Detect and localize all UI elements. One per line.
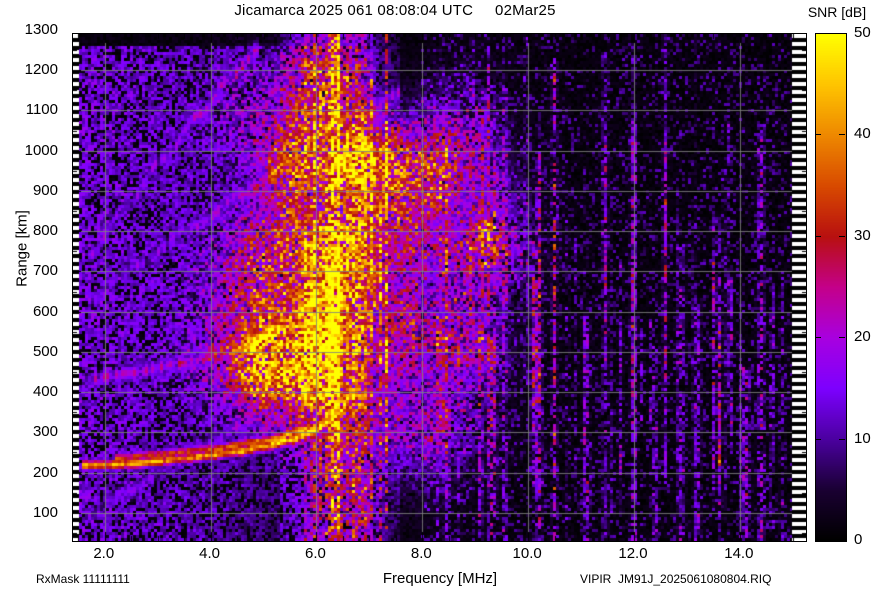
y-axis-tick-label: 500: [32, 342, 58, 360]
y-axis-tick-label: 600: [32, 302, 58, 320]
colorbar-tick-mark: [815, 337, 821, 339]
page-title: Jicamarca 2025 061 08:08:04 UTC 02Mar25: [234, 2, 556, 19]
colorbar-title: SNR [dB]: [807, 4, 867, 20]
colorbar-tick-label: 0: [854, 531, 863, 548]
colorbar-tick-label: 50: [854, 24, 871, 41]
y-axis-tick-label: 100: [32, 503, 58, 521]
colorbar-tick-mark: [839, 235, 845, 237]
x-axis-tick-label: 10.0: [512, 545, 542, 562]
y-axis-tick-label: 700: [32, 262, 58, 280]
x-axis-tick-label: 2.0: [93, 545, 115, 562]
colorbar-tick-label: 20: [854, 328, 871, 346]
y-axis-tick-label: 1000: [24, 141, 58, 159]
x-axis-tick-label: 12.0: [618, 545, 648, 562]
y-axis-tick-label: 800: [32, 222, 58, 240]
colorbar-tick-mark: [815, 438, 821, 440]
y-axis-tick-label: 300: [32, 423, 58, 441]
y-axis-tick-label: 900: [32, 181, 58, 199]
instrument-file-label: VIPIR JM91J_2025061080804.RIQ: [580, 572, 772, 586]
colorbar-gradient-canvas: [816, 34, 846, 541]
x-axis-label: Frequency [MHz]: [382, 570, 498, 587]
ionogram-heatmap-canvas: [73, 34, 806, 541]
x-axis-tick-label: 6.0: [305, 545, 326, 562]
y-axis-label: Range [km]: [13, 210, 31, 287]
x-axis-tick-label: 14.0: [724, 545, 754, 562]
colorbar-tick-label: 30: [854, 226, 871, 244]
y-axis-tick-label: 1300: [24, 20, 58, 38]
colorbar-tick-mark: [815, 134, 821, 136]
y-axis-tick-label: 1100: [25, 101, 58, 119]
x-axis-tick-label: 4.0: [199, 545, 221, 562]
y-axis-tick-label: 1200: [24, 61, 58, 79]
colorbar-tick-mark: [839, 337, 845, 339]
x-axis-tick-label: 8.0: [410, 545, 432, 562]
colorbar-tick-label: 10: [854, 429, 871, 447]
colorbar: [815, 33, 847, 542]
colorbar-tick-mark: [839, 134, 845, 136]
ionogram-plot: [72, 33, 807, 542]
colorbar-tick-mark: [815, 235, 821, 237]
rxmask-label: RxMask 11111111: [36, 572, 130, 586]
colorbar-tick-mark: [839, 438, 845, 440]
y-axis-tick-label: 200: [32, 463, 58, 481]
colorbar-tick-label: 40: [854, 125, 871, 143]
y-axis-tick-label: 400: [32, 383, 58, 401]
